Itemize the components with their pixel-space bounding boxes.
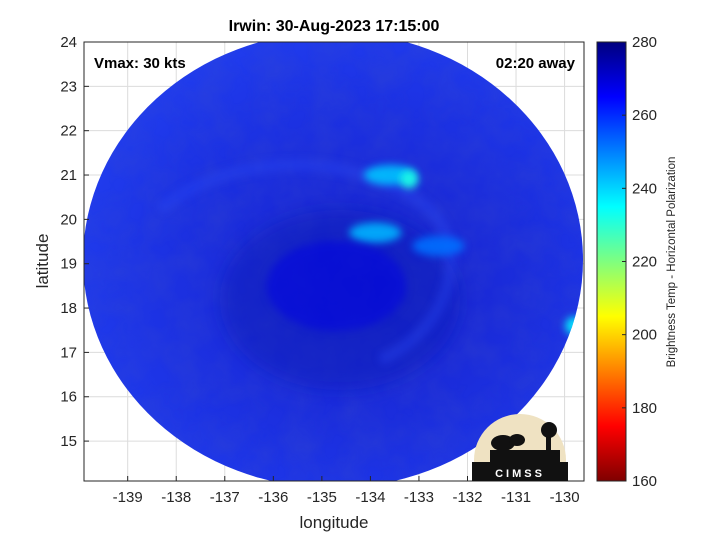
x-tick-label: -134 <box>355 489 385 506</box>
colorbar-label: Brightness Temp - Horizontal Polarizatio… <box>666 157 678 368</box>
chart-title: Irwin: 30-Aug-2023 17:15:00 <box>229 18 440 35</box>
colorbar-tick-label: 260 <box>632 107 657 124</box>
swath-image <box>84 42 583 481</box>
vmax-annotation: Vmax: 30 kts <box>94 55 186 72</box>
x-tick-label: -131 <box>501 489 531 506</box>
y-tick-label: 22 <box>60 123 77 140</box>
y-tick-label: 19 <box>60 256 77 273</box>
feature-blob <box>349 222 402 243</box>
axis-ticks: -139 -138 -137 -136 -135 -134 -133 -132 -131 -130… <box>60 34 579 506</box>
colorbar-ticks: 160 180 200 220 240 260 280 <box>622 34 657 490</box>
x-tick-label: -137 <box>210 489 240 506</box>
feature-blob <box>266 240 407 331</box>
y-tick-label: 15 <box>60 433 77 450</box>
colorbar-tick-label: 280 <box>632 34 657 51</box>
logo-text: CIMSS <box>495 468 545 480</box>
colorbar-tick-label: 200 <box>632 327 657 344</box>
x-tick-label: -138 <box>161 489 191 506</box>
x-tick-label: -136 <box>258 489 288 506</box>
y-tick-label: 23 <box>60 78 77 95</box>
x-tick-label: -132 <box>452 489 482 506</box>
feature-blob <box>400 170 419 189</box>
x-axis-label: longitude <box>299 513 368 532</box>
x-tick-label: -130 <box>550 489 580 506</box>
y-tick-label: 17 <box>60 344 77 361</box>
time-away-annotation: 02:20 away <box>496 55 576 72</box>
colorbar-tick-label: 160 <box>632 473 657 490</box>
colorbar-tick-label: 220 <box>632 254 657 271</box>
y-tick-label: 20 <box>60 211 77 228</box>
y-axis-label: latitude <box>33 234 52 289</box>
plot-frame <box>83 41 585 482</box>
y-tick-label: 21 <box>60 167 77 184</box>
colorbar-tick-label: 180 <box>632 400 657 417</box>
colorbar <box>596 41 627 482</box>
cimss-logo: CIMSS <box>472 414 568 481</box>
feature-blob <box>412 235 465 256</box>
y-tick-label: 24 <box>60 34 77 51</box>
x-tick-label: -133 <box>404 489 434 506</box>
x-tick-label: -135 <box>307 489 337 506</box>
y-tick-label: 16 <box>60 389 77 406</box>
y-tick-label: 18 <box>60 300 77 317</box>
colorbar-tick-label: 240 <box>632 180 657 197</box>
x-tick-label: -139 <box>113 489 143 506</box>
